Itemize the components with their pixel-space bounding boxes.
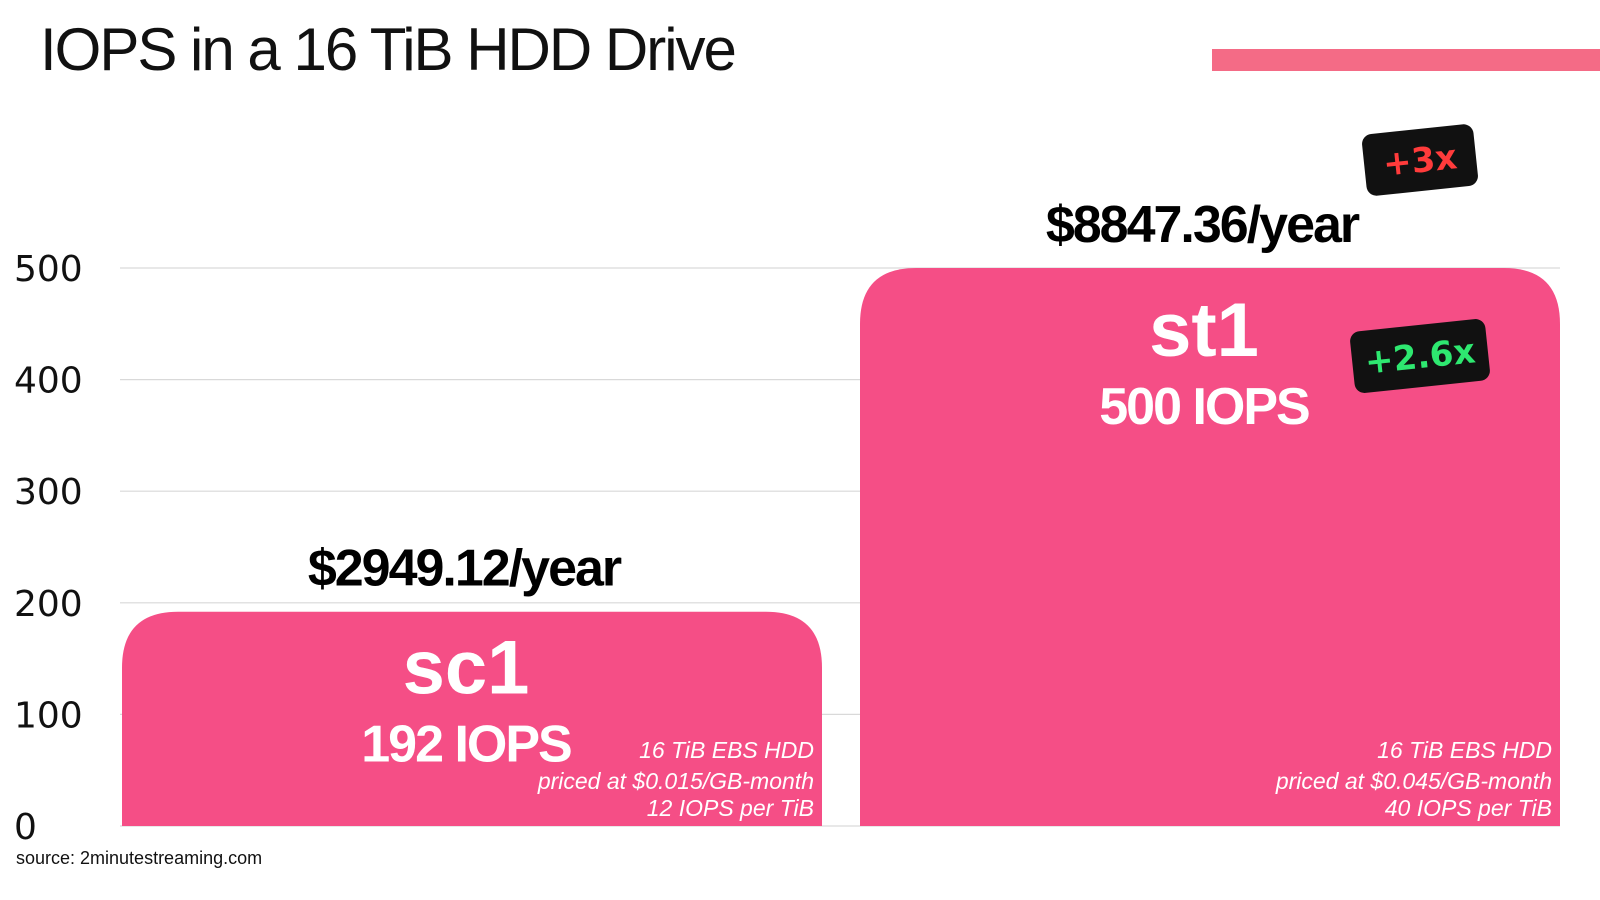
bar-note-st1-2: 40 IOPS per TiB bbox=[1385, 795, 1552, 821]
y-tick-label-0: 0 bbox=[14, 807, 37, 848]
page-title: IOPS in a 16 TiB HDD Drive bbox=[40, 16, 737, 83]
bar-note-st1-1: priced at $0.045/GB-month bbox=[1275, 768, 1552, 794]
bar-name-sc1: sc1 bbox=[403, 626, 530, 711]
bar-note-sc1-2: 12 IOPS per TiB bbox=[647, 795, 814, 821]
bar-note-st1-0: 16 TiB EBS HDD bbox=[1377, 737, 1552, 763]
source-note: source: 2minutestreaming.com bbox=[16, 848, 263, 868]
bar-iops-label-st1: 500 IOPS bbox=[1099, 378, 1309, 436]
y-tick-label-300: 300 bbox=[14, 472, 83, 513]
badge-text: +3x bbox=[1381, 137, 1459, 185]
price-label-st1: $8847.36/year bbox=[1046, 196, 1360, 254]
bar-st1 bbox=[860, 268, 1560, 826]
bar-sc1 bbox=[122, 611, 822, 826]
bar-iops-label-sc1: 192 IOPS bbox=[361, 716, 571, 774]
badge-background bbox=[1362, 124, 1478, 196]
bar-note-sc1-0: 16 TiB EBS HDD bbox=[639, 737, 814, 763]
bar-name-st1: st1 bbox=[1149, 288, 1259, 373]
y-tick-label-200: 200 bbox=[14, 584, 83, 625]
badge-price-increase: +3x bbox=[1362, 124, 1478, 196]
y-tick-label-400: 400 bbox=[14, 361, 83, 402]
bar-note-sc1-1: priced at $0.015/GB-month bbox=[537, 768, 814, 794]
y-tick-label-100: 100 bbox=[14, 695, 83, 736]
price-label-sc1: $2949.12/year bbox=[308, 540, 622, 598]
y-tick-label-500: 500 bbox=[14, 249, 83, 290]
badge-iops-increase: +2.6x bbox=[1350, 319, 1490, 393]
badge-background bbox=[1350, 319, 1490, 393]
accent-bar bbox=[1212, 49, 1600, 71]
